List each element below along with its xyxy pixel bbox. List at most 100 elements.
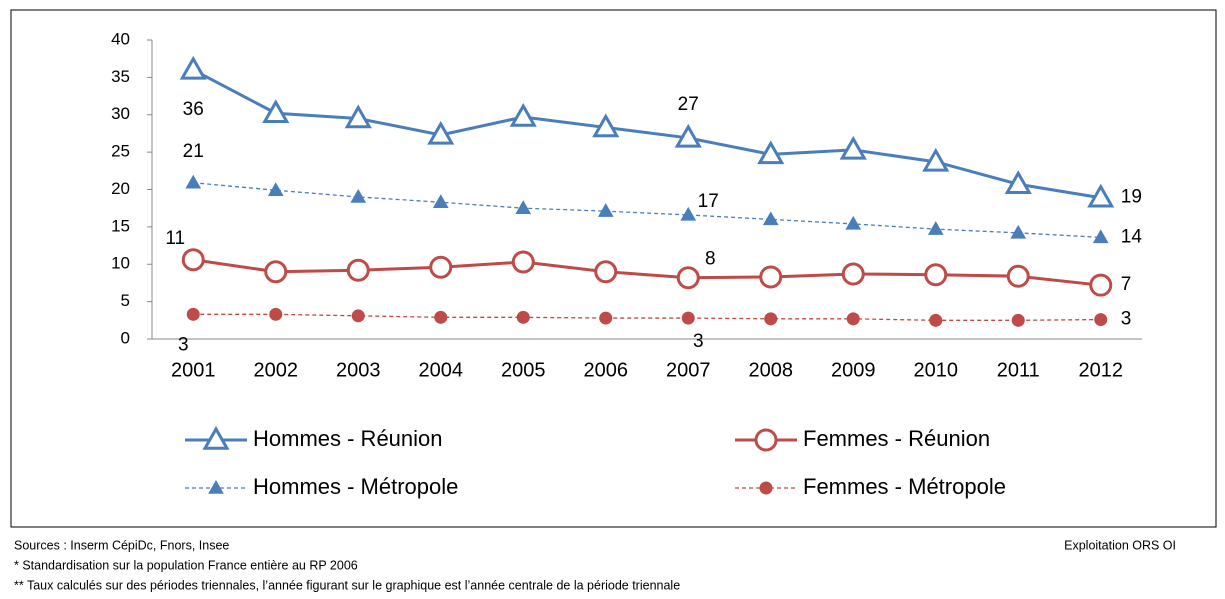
series-line bbox=[192, 68, 1101, 200]
data-label: 21 bbox=[183, 141, 204, 162]
marker bbox=[1011, 313, 1025, 327]
marker bbox=[762, 211, 779, 226]
data-label: 7 bbox=[1121, 274, 1132, 295]
legend-label: Femmes - Métropole bbox=[803, 474, 1006, 499]
marker bbox=[594, 260, 618, 284]
data-label: 36 bbox=[183, 99, 204, 120]
marker bbox=[267, 182, 284, 196]
marker bbox=[1092, 229, 1109, 244]
credit: Exploitation ORS OI bbox=[1064, 538, 1176, 552]
data-label: 17 bbox=[698, 191, 719, 212]
marker bbox=[202, 425, 230, 450]
marker bbox=[1089, 273, 1113, 297]
marker bbox=[759, 481, 773, 495]
marker bbox=[344, 104, 372, 129]
data-label: 3 bbox=[1121, 309, 1132, 330]
marker bbox=[208, 479, 224, 494]
marker bbox=[516, 310, 530, 324]
marker bbox=[597, 203, 614, 217]
x-tick-label: 2010 bbox=[914, 359, 959, 381]
marker bbox=[434, 310, 448, 324]
chart-frame bbox=[10, 9, 1217, 528]
data-label: 8 bbox=[705, 249, 716, 270]
marker bbox=[427, 120, 455, 145]
footnote: ** Taux calculés sur des périodes trienn… bbox=[14, 578, 680, 592]
marker bbox=[845, 215, 862, 230]
data-label: 19 bbox=[1121, 187, 1142, 208]
marker bbox=[262, 99, 290, 124]
marker bbox=[346, 258, 370, 282]
series-line bbox=[193, 313, 1101, 321]
data-label: 3 bbox=[178, 334, 189, 355]
marker bbox=[922, 147, 950, 172]
y-tick-label: 30 bbox=[111, 104, 130, 123]
y-tick-label: 25 bbox=[111, 142, 130, 161]
marker bbox=[599, 311, 613, 325]
x-tick-label: 2008 bbox=[749, 359, 794, 381]
marker bbox=[351, 309, 365, 323]
marker bbox=[764, 312, 778, 326]
marker bbox=[846, 312, 860, 326]
legend-label: Hommes - Réunion bbox=[253, 426, 443, 451]
marker bbox=[509, 102, 537, 127]
marker bbox=[429, 255, 453, 279]
series-line bbox=[193, 258, 1101, 287]
marker bbox=[759, 265, 783, 289]
marker bbox=[1010, 224, 1027, 239]
data-label: 11 bbox=[165, 228, 185, 249]
marker bbox=[676, 266, 700, 290]
data-label: 14 bbox=[1121, 226, 1143, 247]
x-tick-label: 2002 bbox=[254, 359, 299, 381]
x-tick-label: 2001 bbox=[171, 359, 216, 381]
marker bbox=[674, 123, 702, 148]
footnote: * Standardisation sur la population Fran… bbox=[14, 558, 358, 572]
marker bbox=[1004, 170, 1032, 195]
marker bbox=[839, 135, 867, 160]
marker bbox=[592, 113, 620, 138]
marker bbox=[264, 260, 288, 284]
sources: Sources : Inserm CépiDc, Fnors, Insee bbox=[14, 538, 229, 552]
x-tick-label: 2011 bbox=[997, 359, 1040, 381]
y-tick-label: 20 bbox=[111, 179, 130, 198]
marker bbox=[924, 263, 948, 287]
y-tick-label: 5 bbox=[121, 291, 130, 310]
marker bbox=[511, 250, 535, 274]
legend-label: Femmes - Réunion bbox=[803, 426, 990, 451]
marker bbox=[927, 221, 944, 235]
marker bbox=[515, 200, 532, 214]
marker bbox=[680, 206, 697, 221]
y-tick-label: 35 bbox=[111, 67, 130, 86]
marker bbox=[432, 194, 449, 208]
y-tick-label: 40 bbox=[111, 29, 130, 48]
marker bbox=[185, 174, 202, 189]
marker bbox=[1087, 183, 1115, 208]
x-tick-label: 2007 bbox=[666, 359, 711, 381]
x-tick-label: 2004 bbox=[419, 359, 464, 381]
x-tick-label: 2009 bbox=[831, 359, 876, 381]
series-line bbox=[193, 182, 1101, 238]
x-tick-label: 2005 bbox=[501, 359, 546, 381]
marker bbox=[186, 307, 200, 321]
y-tick-label: 10 bbox=[111, 254, 130, 273]
data-label: 3 bbox=[693, 331, 704, 352]
legend-label: Hommes - Métropole bbox=[253, 474, 458, 499]
data-label: 27 bbox=[678, 94, 699, 115]
x-tick-label: 2006 bbox=[584, 359, 629, 381]
x-tick-label: 2012 bbox=[1079, 359, 1124, 381]
marker bbox=[1094, 313, 1108, 327]
marker bbox=[929, 313, 943, 327]
y-tick-label: 15 bbox=[111, 216, 130, 235]
marker bbox=[350, 188, 367, 203]
marker bbox=[181, 248, 205, 272]
marker bbox=[754, 428, 778, 452]
marker bbox=[681, 311, 695, 325]
marker bbox=[1006, 264, 1030, 288]
x-tick-label: 2003 bbox=[336, 359, 381, 381]
y-tick-label: 0 bbox=[121, 328, 130, 347]
marker bbox=[179, 55, 207, 80]
marker bbox=[757, 140, 785, 165]
marker bbox=[841, 262, 865, 286]
marker bbox=[269, 307, 283, 321]
